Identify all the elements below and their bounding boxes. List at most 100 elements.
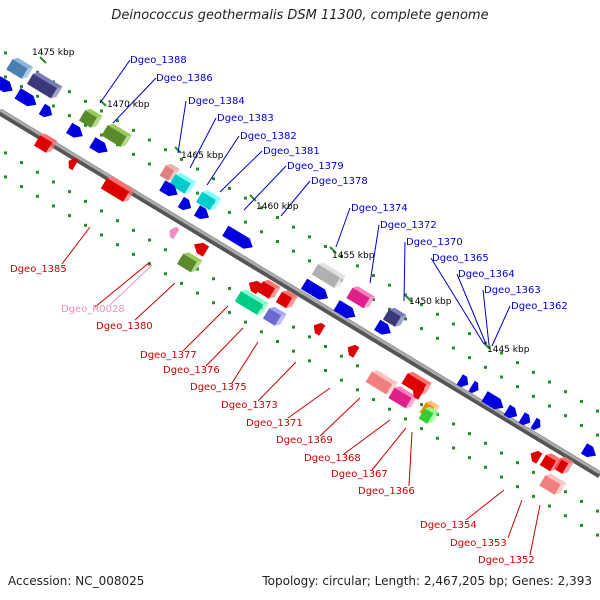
- reverse-leader-line: [231, 341, 259, 384]
- track-dot: [20, 185, 23, 189]
- forward-gene-box: [311, 262, 346, 288]
- gene-label-dgeo-1386: Dgeo_1386: [156, 73, 213, 84]
- reverse-gene-arrow: [194, 242, 210, 257]
- track-dot: [500, 375, 503, 379]
- forward-gene-box: [159, 163, 180, 181]
- track-dot: [468, 432, 471, 436]
- reverse-gene-arrow: [169, 226, 180, 240]
- forward-gene-arrow: [38, 103, 53, 118]
- gene-label-dgeo-1375: Dgeo_1375: [190, 382, 247, 393]
- gene-label-dgeo-1381: Dgeo_1381: [263, 146, 320, 157]
- reverse-leader-line: [205, 327, 244, 367]
- tick-label: 1450 kbp: [409, 297, 452, 307]
- gene-label-dgeo-1385: Dgeo_1385: [10, 264, 67, 275]
- reverse-gene-box: [365, 370, 398, 395]
- forward-gene-arrow: [300, 278, 328, 300]
- forward-leader-line: [403, 241, 406, 302]
- gene-label-dgeo-1378: Dgeo_1378: [311, 176, 368, 187]
- genome-summary-text: Topology: circular; Length: 2,467,205 bp…: [262, 574, 592, 588]
- reverse-leader-line: [287, 387, 331, 419]
- forward-gene-box: [78, 108, 103, 128]
- track-dot: [196, 167, 199, 171]
- track-dot: [388, 283, 391, 287]
- track-dot: [308, 259, 311, 263]
- forward-gene-arrow: [333, 300, 356, 319]
- rna-leader-line: [109, 264, 153, 306]
- forward-gene-arrow: [503, 404, 518, 419]
- position-tick-mark: [405, 295, 413, 303]
- forward-gene-box: [346, 286, 376, 309]
- track-dot: [516, 385, 519, 389]
- track-dot: [4, 175, 7, 179]
- track-dot: [596, 533, 599, 537]
- track-dot: [452, 346, 455, 350]
- track-dot: [596, 509, 599, 513]
- reverse-gene-arrow: [530, 450, 543, 464]
- reverse-leader-line: [343, 419, 391, 455]
- track-dot: [260, 206, 263, 210]
- track-dot: [52, 180, 55, 184]
- reverse-gene-labels: Dgeo_1385 Dgeo_R0028 Dgeo_1380 Dgeo_1377…: [10, 264, 535, 566]
- forward-gene-arrow: [468, 380, 479, 394]
- forward-gene-arrow: [374, 319, 391, 335]
- track-dot: [500, 351, 503, 355]
- reverse-leader-line: [134, 282, 176, 321]
- track-dot: [196, 191, 199, 195]
- reverse-gene-arrow: [68, 157, 79, 171]
- track-dot: [436, 312, 439, 316]
- track-dot: [228, 210, 231, 214]
- forward-gene-box: [26, 72, 63, 99]
- label-leader-lines: [61, 59, 541, 556]
- track-dot: [308, 359, 311, 363]
- track-dot: [116, 119, 119, 123]
- backbone: [0, 108, 600, 478]
- tick-label: 1470 kbp: [107, 100, 150, 110]
- track-dot: [84, 199, 87, 203]
- track-dot: [500, 451, 503, 455]
- forward-leader-line: [335, 207, 351, 248]
- track-dot: [356, 264, 359, 268]
- position-tick-mark: [329, 246, 337, 254]
- track-dot: [596, 433, 599, 437]
- track-dot: [564, 514, 567, 518]
- position-tick-mark: [249, 194, 257, 202]
- track-dot: [356, 364, 359, 368]
- track-dot: [260, 230, 263, 234]
- tick-label: 1465 kbp: [181, 151, 224, 161]
- track-dot: [548, 404, 551, 408]
- track-dot: [68, 114, 71, 118]
- track-dot: [340, 378, 343, 382]
- gene-label-dgeo-1370: Dgeo_1370: [406, 237, 463, 248]
- track-dot: [484, 365, 487, 369]
- forward-gene-box: [196, 190, 222, 211]
- tick-label: 1455 kbp: [332, 251, 375, 261]
- track-dot: [116, 243, 119, 247]
- forward-leader-line: [482, 289, 490, 346]
- track-dot: [36, 94, 39, 98]
- forward-gene-arrow: [456, 374, 469, 388]
- gene-label-dgeo-1379: Dgeo_1379: [287, 161, 344, 172]
- track-dot: [308, 335, 311, 339]
- track-dot: [36, 194, 39, 198]
- gene-label-dgeo-1383: Dgeo_1383: [217, 113, 274, 124]
- track-dot: [180, 157, 183, 161]
- reverse-leader-line: [182, 305, 229, 352]
- track-dot: [452, 446, 455, 450]
- forward-gene-box: [169, 172, 197, 194]
- map-title: Deinococcus geothermalis DSM 11300, comp…: [111, 8, 489, 23]
- forward-gene-arrow: [159, 180, 178, 197]
- reverse-gene-arrow: [248, 280, 263, 295]
- track-dot: [468, 332, 471, 336]
- track-dot: [100, 233, 103, 237]
- reverse-leader-line: [257, 361, 297, 402]
- gene-label-dgeo-1380: Dgeo_1380: [96, 321, 153, 332]
- track-dot: [4, 75, 7, 79]
- track-dot: [20, 85, 23, 89]
- track-dot: [388, 407, 391, 411]
- track-dot: [212, 277, 215, 281]
- track-dot: [132, 128, 135, 132]
- position-tick-mark: [483, 342, 491, 350]
- reverse-leader-line: [529, 504, 541, 556]
- accession-text: Accession: NC_008025: [8, 574, 145, 588]
